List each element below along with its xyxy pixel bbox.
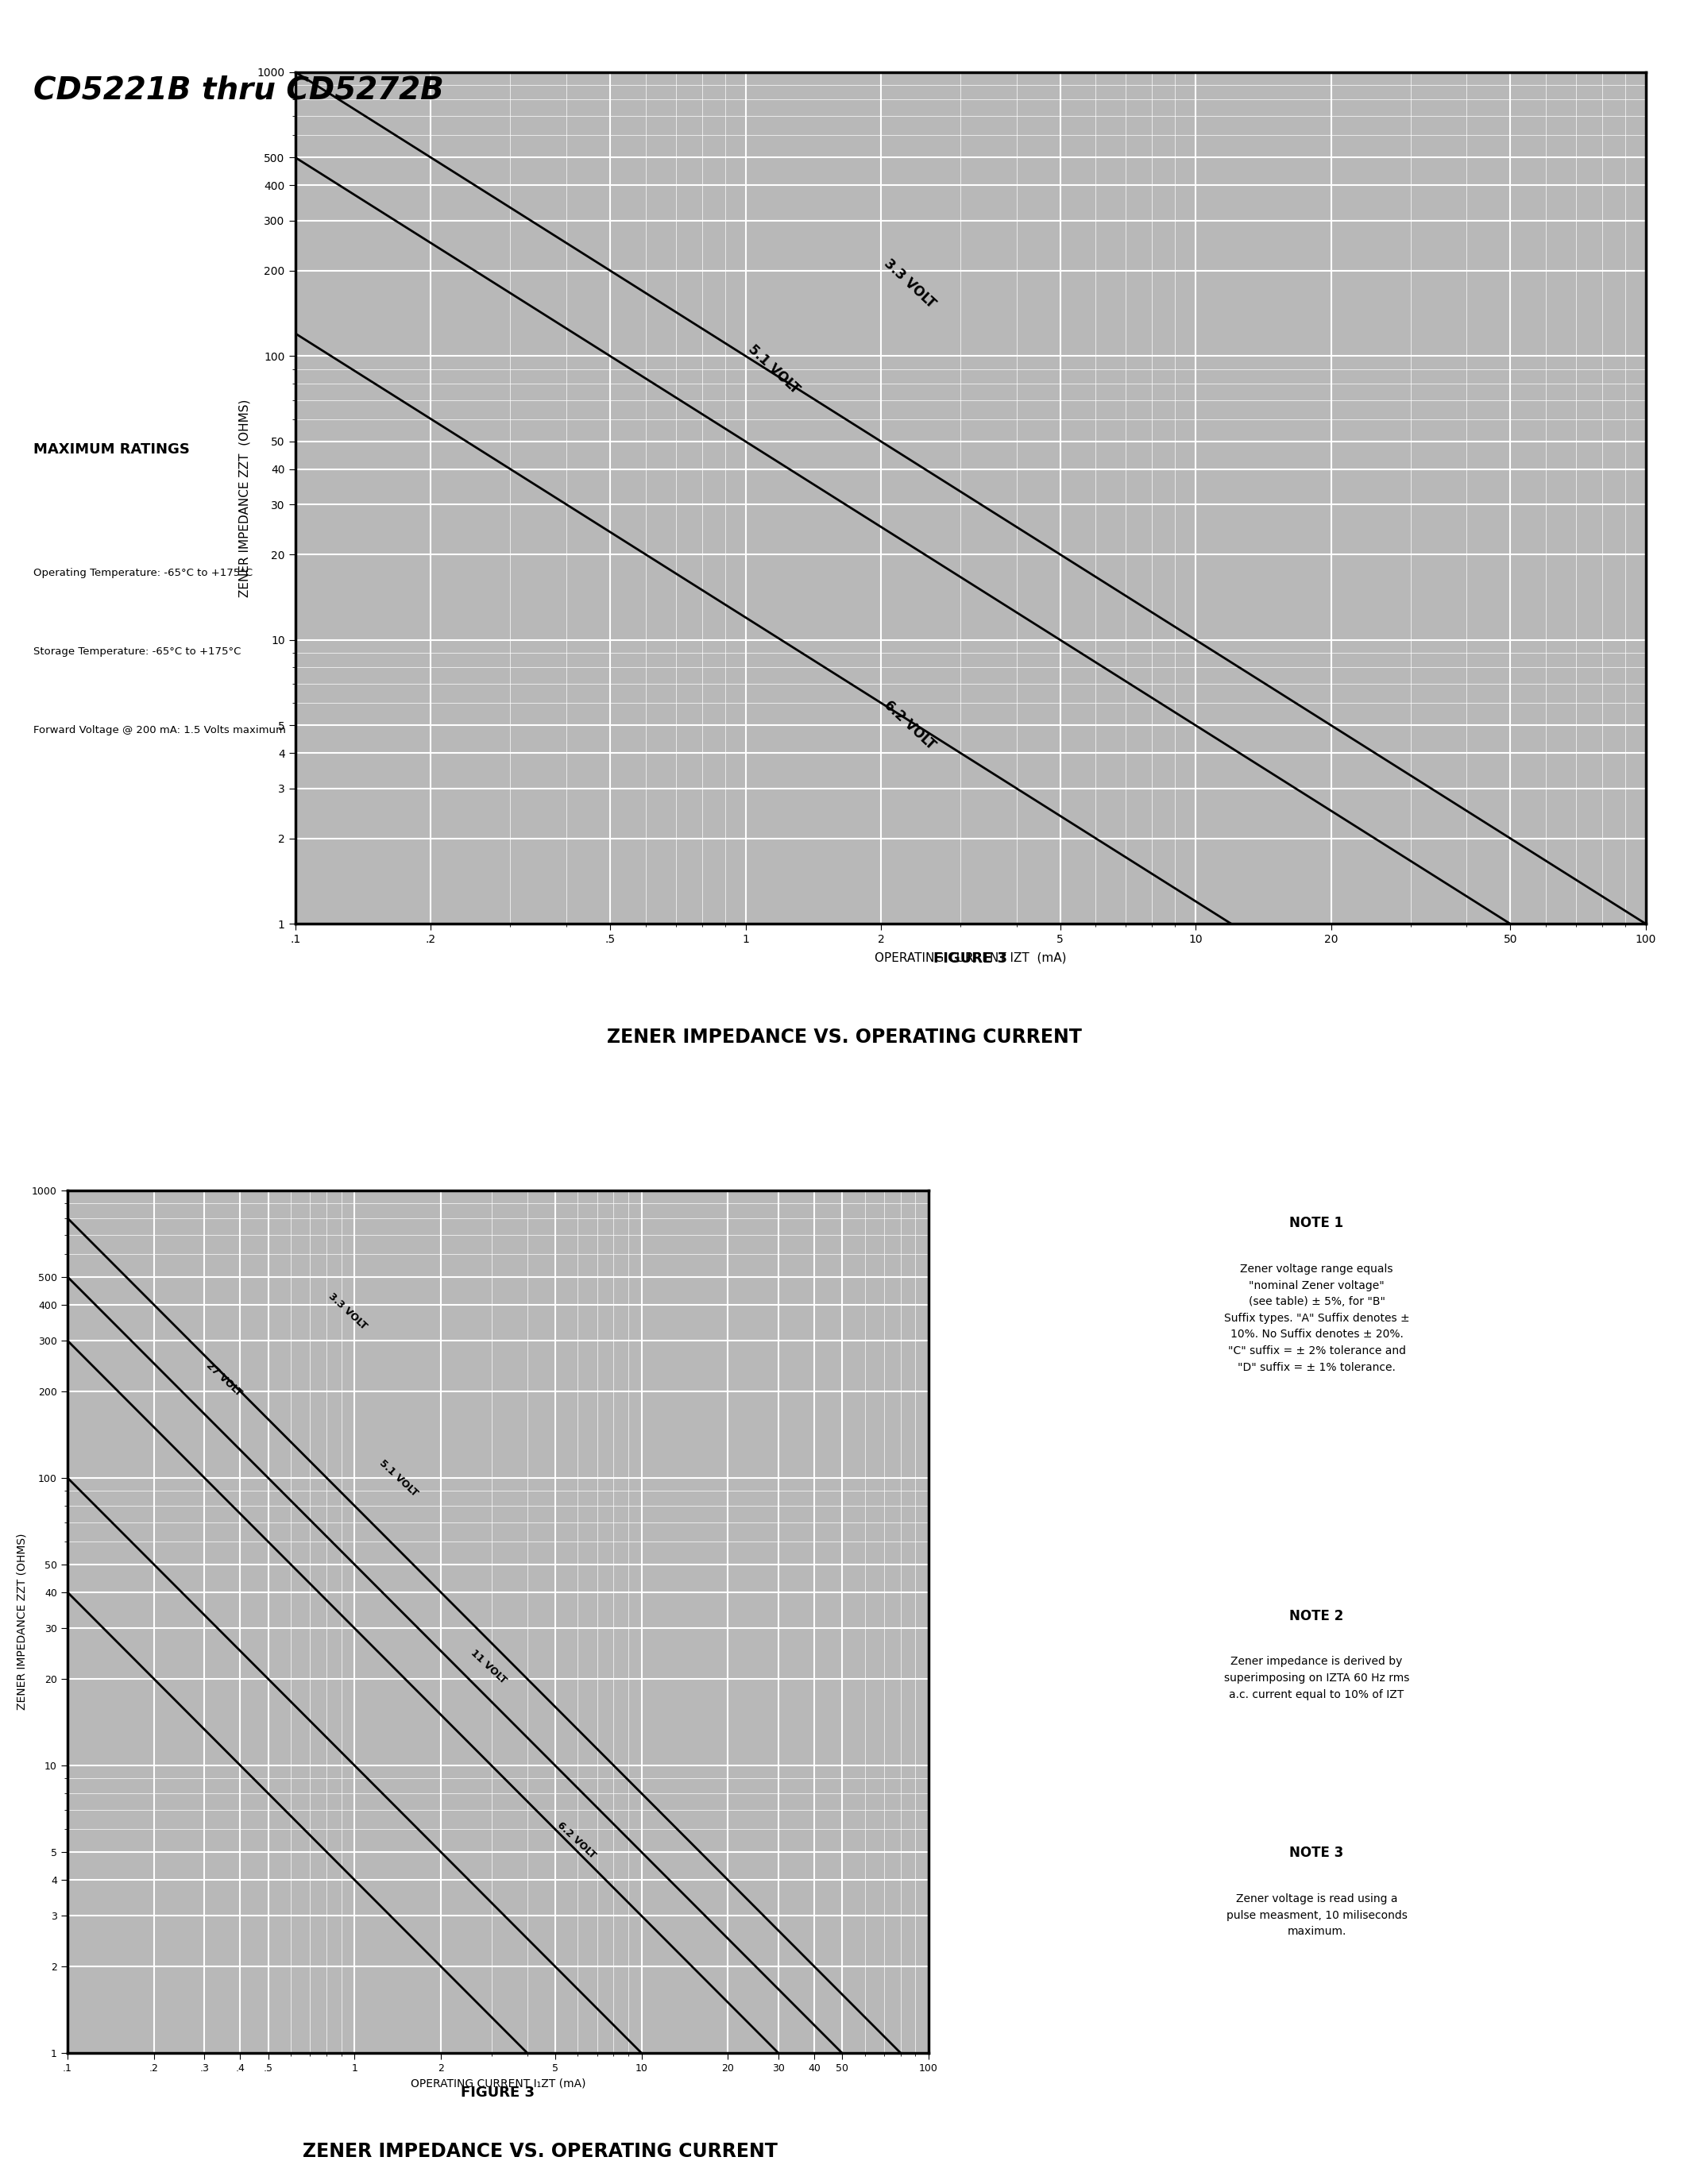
Text: 5.1 VOLT: 5.1 VOLT [376,1457,420,1498]
Text: FIGURE 3: FIGURE 3 [933,952,1008,965]
Y-axis label: ZENER IMPEDANCE ZZT (OHMS): ZENER IMPEDANCE ZZT (OHMS) [17,1533,27,1710]
Text: FIGURE 3: FIGURE 3 [461,2086,535,2099]
Text: 27 VOLT: 27 VOLT [204,1361,245,1398]
Text: Forward Voltage @ 200 mA: 1.5 Volts maximum: Forward Voltage @ 200 mA: 1.5 Volts maxi… [34,725,287,736]
Text: Zener voltage is read using a
pulse measment, 10 miliseconds
maximum.: Zener voltage is read using a pulse meas… [1225,1894,1408,1937]
Text: MAXIMUM RATINGS: MAXIMUM RATINGS [34,441,191,456]
Text: Zener voltage range equals
"nominal Zener voltage"
(see table) ± 5%, for "B"
Suf: Zener voltage range equals "nominal Zene… [1224,1265,1409,1374]
Text: ZENER IMPEDANCE VS. OPERATING CURRENT: ZENER IMPEDANCE VS. OPERATING CURRENT [606,1029,1082,1046]
Text: 6.2 VOLT: 6.2 VOLT [881,699,939,753]
Text: 11 VOLT: 11 VOLT [469,1649,508,1686]
Text: 3.3 VOLT: 3.3 VOLT [327,1291,370,1332]
Text: Zener impedance is derived by
superimposing on IZTA 60 Hz rms
a.c. current equal: Zener impedance is derived by superimpos… [1224,1655,1409,1699]
Text: 6.2 VOLT: 6.2 VOLT [555,1819,598,1861]
Text: NOTE 1: NOTE 1 [1290,1216,1344,1230]
Y-axis label: ZENER IMPEDANCE ZZT  (OHMS): ZENER IMPEDANCE ZZT (OHMS) [238,400,250,596]
Text: CD5221B thru CD5272B: CD5221B thru CD5272B [34,74,444,105]
Text: ZENER IMPEDANCE VS. OPERATING CURRENT: ZENER IMPEDANCE VS. OPERATING CURRENT [302,2143,778,2160]
X-axis label: OPERATING CURRENT IZT  (mA): OPERATING CURRENT IZT (mA) [874,952,1067,963]
Text: 5.1 VOLT: 5.1 VOLT [746,341,802,395]
Text: Operating Temperature: -65°C to +175°C: Operating Temperature: -65°C to +175°C [34,568,253,579]
Text: 3.3 VOLT: 3.3 VOLT [881,256,939,310]
X-axis label: OPERATING CURRENT I₁ZT (mA): OPERATING CURRENT I₁ZT (mA) [410,2079,586,2090]
Text: NOTE 2: NOTE 2 [1290,1610,1344,1623]
Text: Storage Temperature: -65°C to +175°C: Storage Temperature: -65°C to +175°C [34,646,241,657]
Text: NOTE 3: NOTE 3 [1290,1845,1344,1861]
